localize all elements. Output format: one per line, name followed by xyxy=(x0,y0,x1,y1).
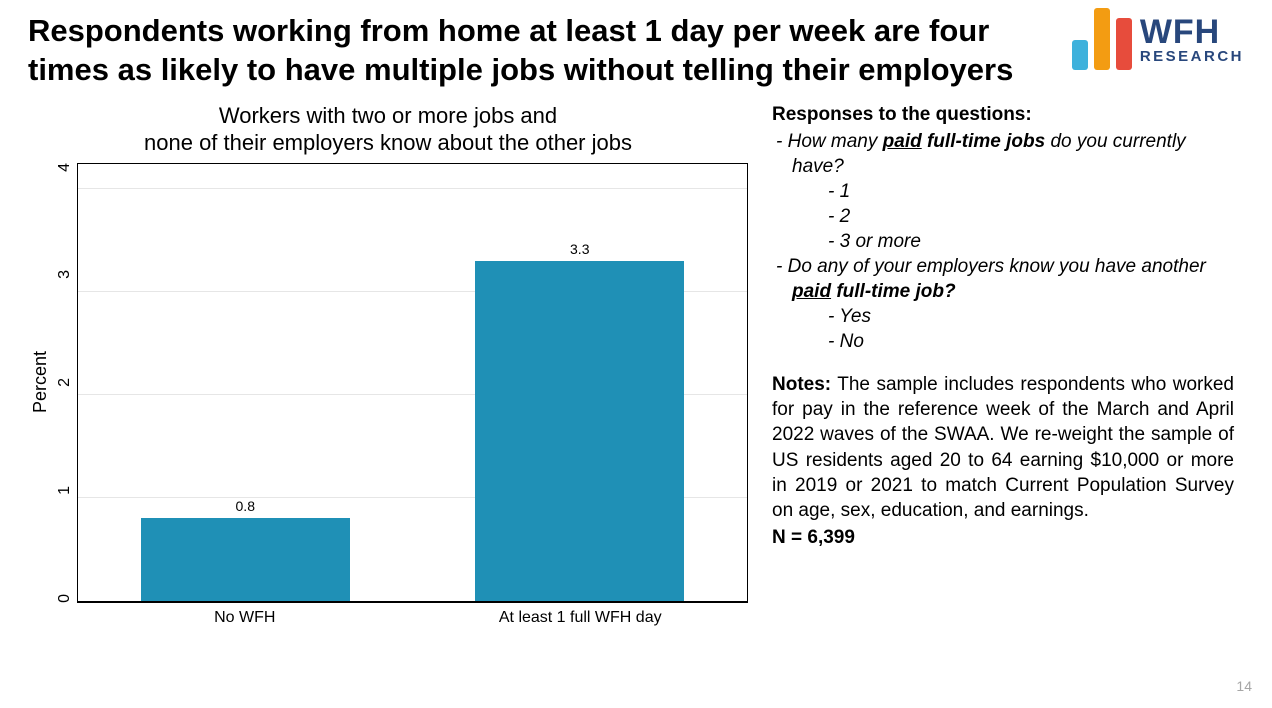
content-row: Workers with two or more jobs and none o… xyxy=(28,102,1244,633)
chart-column: Workers with two or more jobs and none o… xyxy=(28,102,748,633)
bars-container: 0.8 3.3 xyxy=(78,164,747,601)
y-axis-label: Percent xyxy=(28,351,53,413)
bar-group: 0.8 xyxy=(111,498,379,600)
notes-body: The sample includes respondents who work… xyxy=(772,374,1234,520)
chart-wrapper: Percent 4 3 2 1 0 0.8 3.3 No WFH At least 1 fu… xyxy=(28,163,748,633)
q1-option: 3 or more xyxy=(792,229,1234,254)
q2-option: Yes xyxy=(792,304,1234,329)
bar xyxy=(475,261,684,600)
y-ticks: 4 3 2 1 0 xyxy=(53,163,77,633)
logo-bar xyxy=(1094,8,1110,70)
chart-title-line1: Workers with two or more jobs and xyxy=(219,103,557,128)
bar xyxy=(141,518,350,600)
logo-text: WFH RESEARCH xyxy=(1140,15,1244,64)
y-tick: 2 xyxy=(56,378,74,387)
bar-value-label: 3.3 xyxy=(570,241,589,257)
q1-prefix: How many xyxy=(788,131,883,152)
logo-bar xyxy=(1116,18,1132,70)
q1-options: 123 or more xyxy=(792,179,1234,254)
question-1: How many paid full-time jobs do you curr… xyxy=(772,129,1234,254)
y-tick: 0 xyxy=(56,594,74,603)
q2-prefix: Do any of your employers know you have a… xyxy=(788,256,1206,277)
logo-bars-icon xyxy=(1072,8,1132,70)
chart-title-line2: none of their employers know about the o… xyxy=(144,130,632,155)
chart-title: Workers with two or more jobs and none o… xyxy=(28,102,748,157)
q2-options: YesNo xyxy=(792,304,1234,354)
logo-sub-text: RESEARCH xyxy=(1140,49,1244,64)
bar-group: 3.3 xyxy=(446,241,714,600)
question-2: Do any of your employers know you have a… xyxy=(772,254,1234,354)
q1-option: 2 xyxy=(792,204,1234,229)
q1-bold-underline: paid xyxy=(883,131,922,152)
logo-main-text: WFH xyxy=(1140,15,1244,49)
logo-bar xyxy=(1072,40,1088,70)
y-tick: 4 xyxy=(56,163,74,172)
y-tick: 1 xyxy=(56,486,74,495)
questions-list: How many paid full-time jobs do you curr… xyxy=(772,129,1234,355)
notes-label: Notes: xyxy=(772,374,831,395)
q1-option: 1 xyxy=(792,179,1234,204)
page-number: 14 xyxy=(1236,678,1252,694)
q1-bold-rest: full-time jobs xyxy=(922,131,1046,152)
x-tick-label: No WFH xyxy=(111,603,379,627)
q2-option: No xyxy=(792,329,1234,354)
x-labels: No WFH At least 1 full WFH day xyxy=(77,603,748,633)
n-value: N = 6,399 xyxy=(772,525,1234,550)
right-column: Responses to the questions: How many pai… xyxy=(772,102,1244,633)
slide: Respondents working from home at least 1… xyxy=(0,0,1272,708)
q2-bold-rest: full-time job? xyxy=(831,281,956,302)
header-row: Respondents working from home at least 1… xyxy=(28,12,1244,90)
plot-area: 0.8 3.3 xyxy=(77,163,748,603)
bar-value-label: 0.8 xyxy=(236,498,255,514)
slide-title: Respondents working from home at least 1… xyxy=(28,12,1028,90)
questions-heading: Responses to the questions: xyxy=(772,102,1234,127)
x-tick-label: At least 1 full WFH day xyxy=(446,603,714,627)
y-tick: 3 xyxy=(56,270,74,279)
q2-bold-underline: paid xyxy=(792,281,831,302)
wfh-logo: WFH RESEARCH xyxy=(1072,8,1244,70)
notes-block: Notes: The sample includes respondents w… xyxy=(772,372,1234,522)
chart-inner: 0.8 3.3 No WFH At least 1 full WFH day xyxy=(77,163,748,633)
